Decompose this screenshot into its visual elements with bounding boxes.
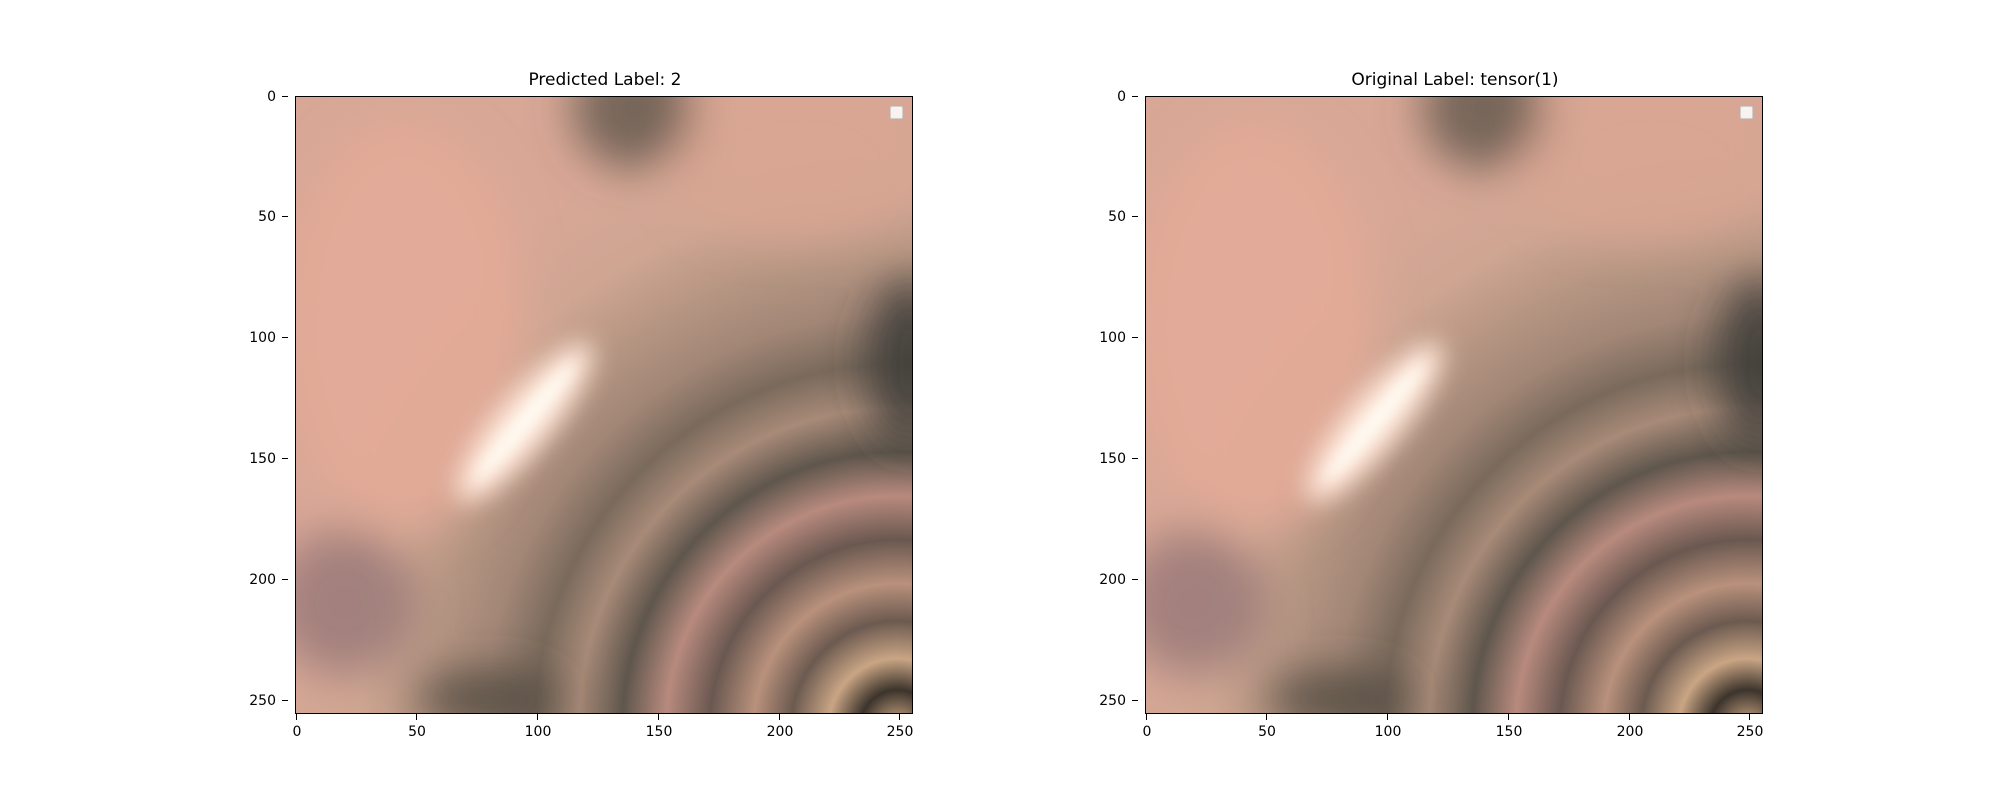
panel-title: Original Label: tensor(1) <box>1351 70 1559 90</box>
x-tick: 150 <box>1479 714 1539 744</box>
y-tick: 250 <box>850 691 1138 711</box>
endoscopy-image <box>1146 97 1762 713</box>
x-tick: 50 <box>387 714 447 744</box>
y-tick: 150 <box>0 449 288 469</box>
y-tick: 50 <box>0 207 288 227</box>
x-tick: 150 <box>629 714 689 744</box>
y-tick: 0 <box>850 87 1138 107</box>
x-tick: 0 <box>1117 714 1177 744</box>
x-tick: 200 <box>1600 714 1660 744</box>
x-tick: 250 <box>870 714 930 744</box>
y-tick: 0 <box>0 87 288 107</box>
y-tick: 250 <box>0 691 288 711</box>
y-tick: 100 <box>850 328 1138 348</box>
x-tick: 250 <box>1720 714 1780 744</box>
y-tick: 200 <box>0 570 288 590</box>
legend <box>1740 106 1753 119</box>
y-tick: 50 <box>850 207 1138 227</box>
image-axes <box>1145 96 1763 714</box>
panel-title: Predicted Label: 2 <box>528 70 682 90</box>
panel-original: Original Label: tensor(1) <box>850 0 1850 800</box>
y-tick: 150 <box>850 449 1138 469</box>
x-tick: 0 <box>267 714 327 744</box>
y-tick: 200 <box>850 570 1138 590</box>
panel-predicted: Predicted Label: 2 <box>0 70 930 744</box>
x-tick: 100 <box>1358 714 1418 744</box>
legend <box>890 106 903 119</box>
image-axes <box>295 96 913 714</box>
y-tick: 100 <box>0 328 288 348</box>
x-tick: 50 <box>1237 714 1297 744</box>
x-tick: 200 <box>750 714 810 744</box>
endoscopy-image <box>296 97 912 713</box>
x-tick: 100 <box>508 714 568 744</box>
